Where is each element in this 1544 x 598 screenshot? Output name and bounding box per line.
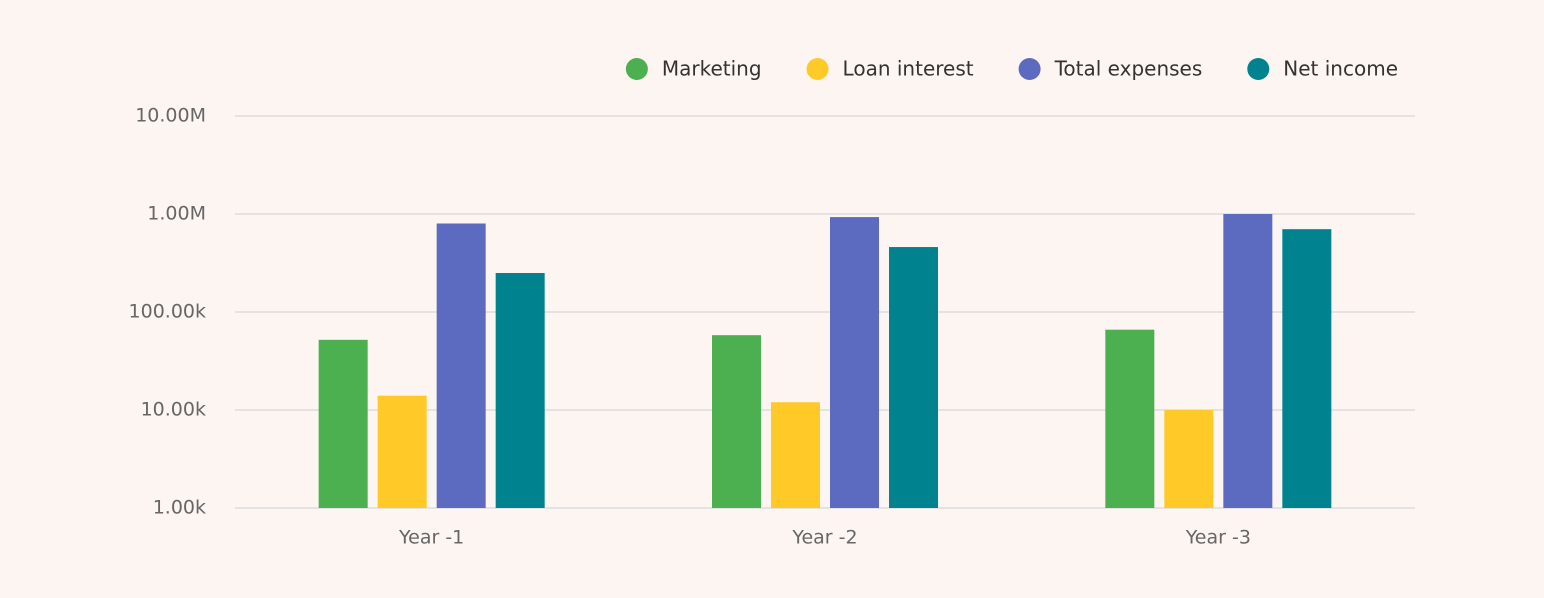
y-tick-label: 1.00k	[153, 497, 206, 519]
x-tick-label: Year -1	[398, 527, 464, 549]
y-tick-label: 100.00k	[129, 301, 206, 323]
y-tick-label: 10.00k	[141, 399, 206, 421]
bar	[436, 223, 486, 508]
legend-label: Total expenses	[1054, 57, 1203, 81]
y-tick-label: 1.00M	[147, 203, 206, 225]
bar	[495, 273, 545, 508]
legend-label: Marketing	[662, 57, 762, 81]
bar	[830, 217, 879, 508]
bar	[1282, 229, 1332, 508]
x-tick-label: Year -2	[791, 527, 857, 549]
bar	[712, 335, 761, 508]
bar	[889, 247, 938, 508]
legend-label: Net income	[1283, 57, 1398, 81]
legend-marker	[1018, 58, 1041, 80]
bar	[771, 402, 820, 508]
bar	[318, 339, 368, 508]
legend-marker	[806, 58, 829, 80]
bar	[1105, 329, 1155, 508]
bar	[377, 395, 427, 508]
bar	[1164, 410, 1214, 508]
legend-marker	[1247, 58, 1270, 80]
bar	[1223, 214, 1273, 508]
legend-marker	[625, 58, 648, 80]
y-tick-label: 10.00M	[135, 105, 206, 127]
x-tick-label: Year -3	[1185, 527, 1251, 549]
legend-label: Loan interest	[843, 57, 974, 81]
